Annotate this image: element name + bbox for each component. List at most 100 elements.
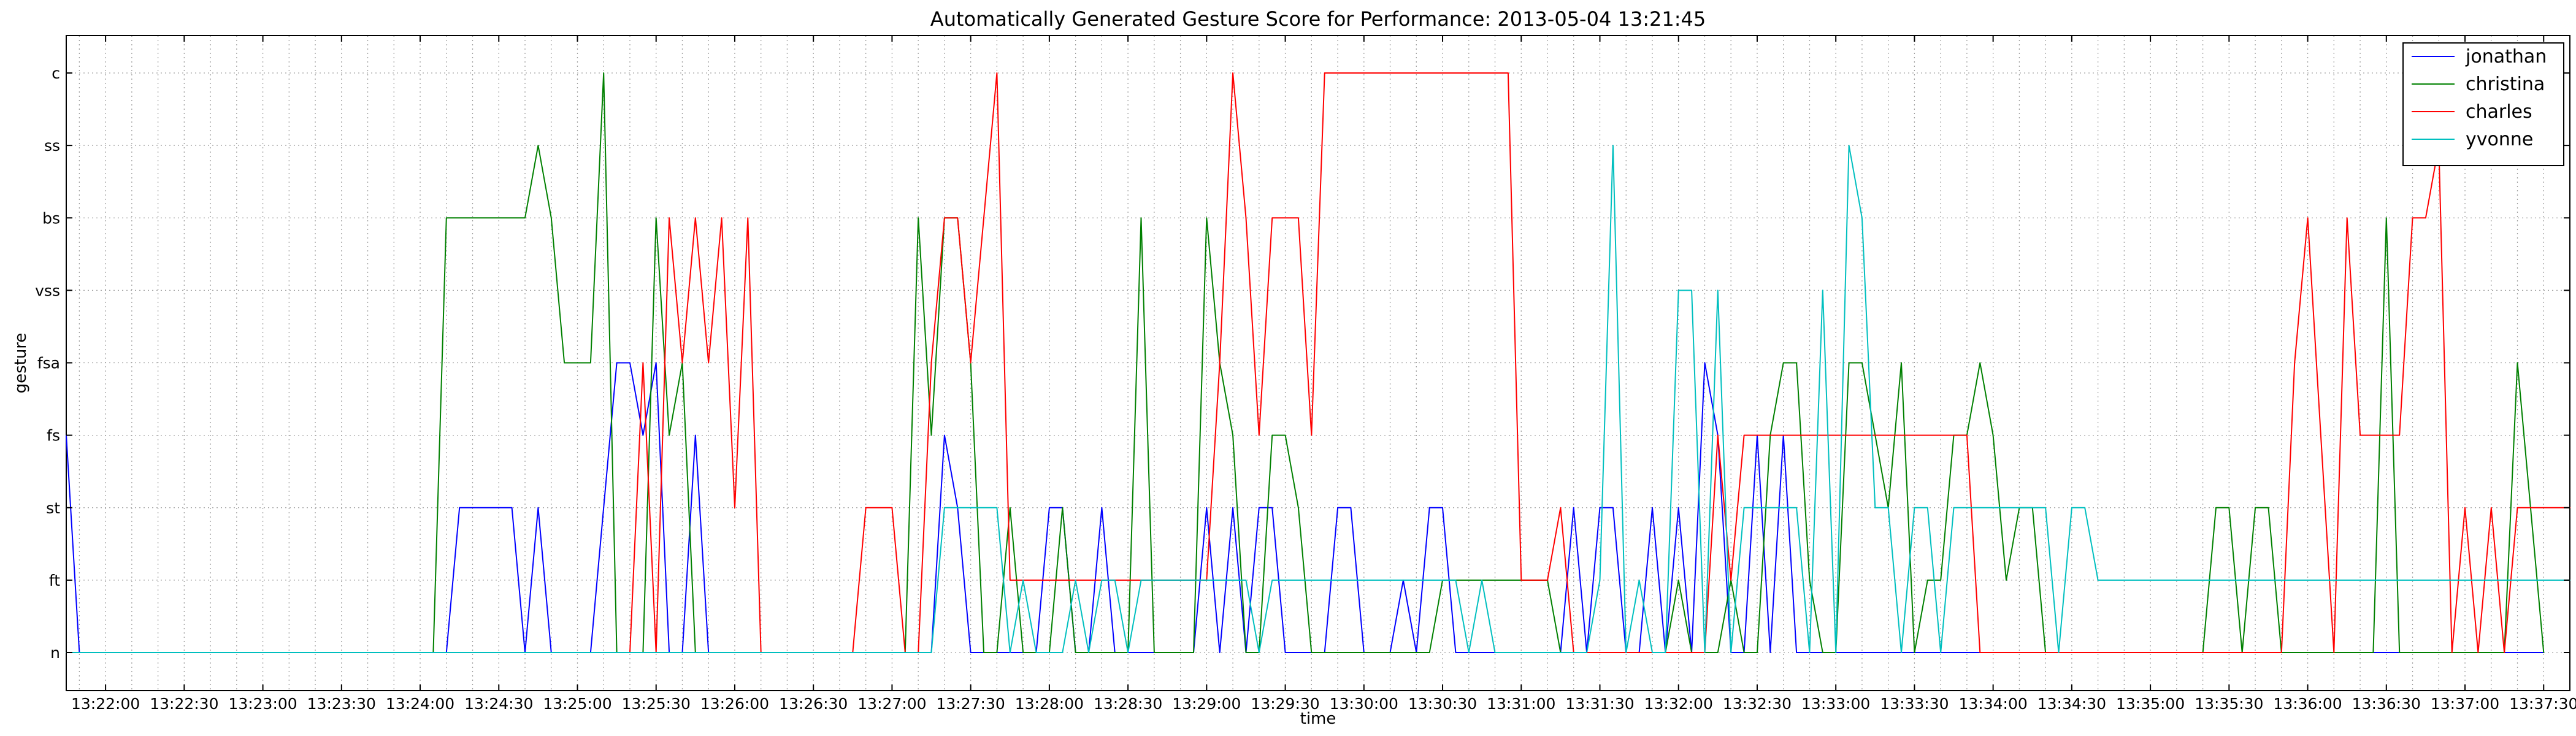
data-point-christina (1284, 434, 1286, 436)
data-point-christina (1428, 652, 1430, 653)
data-point-yvonne (1665, 652, 1666, 653)
series-lines (66, 72, 2570, 653)
y-tick-label: fsa (37, 355, 60, 372)
data-point-charles (1311, 434, 1313, 436)
data-point-yvonne (1140, 580, 1142, 581)
data-point-christina (1193, 652, 1194, 653)
data-point-charles (669, 217, 670, 219)
data-point-jonathan (537, 507, 539, 508)
data-point-christina (918, 217, 919, 219)
data-point-christina (1809, 580, 1811, 581)
data-point-charles (1271, 217, 1273, 219)
y-tick-label: ss (44, 137, 60, 155)
data-point-christina (2228, 507, 2230, 508)
data-point-christina (1992, 434, 1994, 436)
data-point-charles (2464, 507, 2466, 508)
data-point-yvonne (944, 507, 945, 508)
data-point-jonathan (1599, 507, 1601, 508)
data-point-jonathan (511, 507, 513, 508)
x-tick-label: 13:30:30 (1408, 695, 1477, 713)
data-point-christina (1677, 580, 1679, 581)
data-point-charles (957, 217, 959, 219)
data-point-christina (1009, 507, 1011, 508)
x-tick-label: 13:31:30 (1565, 695, 1634, 713)
data-point-christina (2543, 652, 2545, 653)
data-point-christina (1075, 652, 1076, 653)
x-tick-label: 13:33:00 (1801, 695, 1870, 713)
data-point-charles (2490, 507, 2492, 508)
data-point-christina (1154, 652, 1155, 653)
x-tick-label: 13:36:00 (2273, 695, 2342, 713)
data-point-christina (1796, 362, 1798, 364)
data-point-charles (891, 507, 893, 508)
y-tick-label: st (46, 499, 60, 517)
data-point-charles (1520, 580, 1522, 581)
data-point-yvonne (1835, 652, 1837, 653)
data-point-yvonne (1468, 652, 1470, 653)
y-tick-label: ft (49, 572, 60, 589)
data-point-christina (2385, 217, 2387, 219)
data-point-yvonne (1861, 217, 1863, 219)
x-tick-label: 13:28:30 (1094, 695, 1162, 713)
data-point-charles (2517, 507, 2518, 508)
data-point-christina (445, 217, 447, 219)
data-point-yvonne (1245, 580, 1247, 581)
legend-label-charles: charles (2466, 101, 2532, 123)
data-point-christina (1232, 434, 1233, 436)
data-point-yvonne (1848, 145, 1850, 147)
data-point-christina (2517, 362, 2518, 364)
data-point-jonathan (1769, 652, 1771, 653)
data-point-yvonne (1652, 652, 1653, 653)
data-point-yvonne (1062, 652, 1064, 653)
data-point-charles (642, 362, 644, 364)
legend-box (2402, 42, 2564, 166)
x-tick-label: 13:26:30 (779, 695, 848, 713)
data-point-jonathan (1455, 652, 1457, 653)
data-point-jonathan (603, 507, 605, 508)
data-point-yvonne (1953, 507, 1955, 508)
data-point-yvonne (1009, 652, 1011, 653)
data-point-yvonne (1638, 580, 1640, 581)
data-point-yvonne (1940, 652, 1942, 653)
data-point-jonathan (1219, 652, 1221, 653)
x-tick-label: 13:27:30 (937, 695, 1005, 713)
data-point-christina (550, 217, 552, 219)
data-point-jonathan (1796, 652, 1798, 653)
data-point-christina (524, 217, 526, 219)
data-point-charles (1508, 72, 1509, 74)
legend: jonathan christina charles yvonne (2402, 42, 2564, 166)
data-point-yvonne (930, 652, 932, 653)
data-point-yvonne (1455, 580, 1457, 581)
data-point-christina (590, 362, 591, 364)
data-point-christina (1940, 580, 1942, 581)
data-point-jonathan (616, 362, 618, 364)
data-point-yvonne (2071, 507, 2072, 508)
data-point-charles (2477, 652, 2479, 653)
data-point-christina (1022, 652, 1024, 653)
data-point-jonathan (1284, 652, 1286, 653)
data-point-charles (944, 217, 945, 219)
data-point-yvonne (2045, 507, 2047, 508)
x-tick-label: 13:23:00 (228, 695, 297, 713)
data-point-yvonne (1035, 652, 1037, 653)
data-point-charles (2333, 652, 2335, 653)
x-tick-label: 13:36:30 (2352, 695, 2421, 713)
data-point-yvonne (1874, 507, 1876, 508)
data-point-charles (2280, 652, 2282, 653)
data-point-jonathan (1049, 507, 1050, 508)
data-point-charles (1298, 217, 1299, 219)
x-tick-label: 13:27:00 (857, 695, 926, 713)
x-tick-label: 13:28:00 (1015, 695, 1084, 713)
data-point-charles (1730, 580, 1732, 581)
data-point-jonathan (694, 434, 696, 436)
data-point-christina (1822, 652, 1823, 653)
data-point-christina (2372, 652, 2374, 653)
data-point-charles (1219, 362, 1221, 364)
data-point-yvonne (1691, 289, 1693, 291)
data-point-charles (2359, 434, 2361, 436)
data-point-charles (694, 217, 696, 219)
x-tick-label: 13:32:30 (1723, 695, 1792, 713)
data-point-christina (1861, 362, 1863, 364)
data-point-charles (1743, 434, 1745, 436)
data-point-jonathan (1206, 507, 1208, 508)
